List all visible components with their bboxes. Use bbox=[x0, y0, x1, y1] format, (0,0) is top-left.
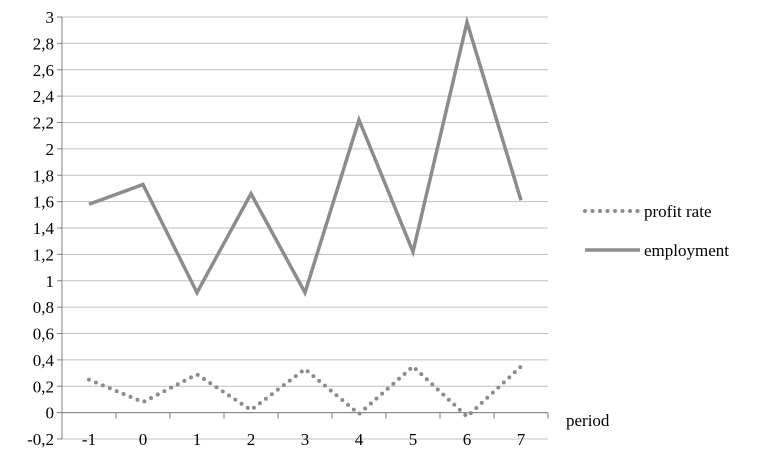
axes bbox=[57, 16, 549, 440]
y-tick-label: 1,8 bbox=[33, 166, 54, 185]
y-tick-label: 1,6 bbox=[33, 193, 54, 212]
x-axis-label: period bbox=[566, 411, 610, 430]
y-tick-label: -0,2 bbox=[27, 430, 54, 449]
x-tick-label: 2 bbox=[247, 430, 256, 449]
y-tick-label: 3 bbox=[46, 8, 55, 27]
x-tick-label: -1 bbox=[82, 430, 96, 449]
y-tick-label: 2 bbox=[46, 140, 55, 159]
x-tick-label: 7 bbox=[517, 430, 526, 449]
y-tick-label: 0,4 bbox=[33, 351, 55, 370]
x-tick-label: 0 bbox=[139, 430, 148, 449]
y-tick-label: 2,2 bbox=[33, 114, 54, 133]
y-tick-label: 2,4 bbox=[33, 87, 55, 106]
gridlines bbox=[62, 16, 548, 440]
y-tick-label: 1 bbox=[46, 272, 55, 291]
y-tick-label: 2,8 bbox=[33, 34, 54, 53]
legend-label: profit rate bbox=[644, 202, 712, 221]
y-tick-label: 0 bbox=[46, 404, 55, 423]
y-tick-label: 0,2 bbox=[33, 377, 54, 396]
legend: profit rate employment bbox=[583, 202, 729, 260]
x-tick-label: 5 bbox=[409, 430, 418, 449]
y-tick-label: 1,4 bbox=[33, 219, 55, 238]
x-tick-label: 3 bbox=[301, 430, 310, 449]
series-line-employment bbox=[88, 15, 523, 298]
y-tick-label: 1,2 bbox=[33, 245, 54, 264]
x-tick-label: 1 bbox=[193, 430, 202, 449]
legend-label: employment bbox=[644, 241, 729, 260]
series-line-profit-rate bbox=[87, 363, 523, 420]
x-tick-label: 4 bbox=[355, 430, 364, 449]
series-lines bbox=[87, 15, 523, 420]
x-tick-labels: -1 0 1 2 3 4 5 6 7 bbox=[82, 430, 526, 449]
y-tick-label: 0,6 bbox=[33, 325, 54, 344]
x-tick-label: 6 bbox=[463, 430, 472, 449]
y-tick-label: 2,6 bbox=[33, 61, 54, 80]
y-tick-label: 0,8 bbox=[33, 298, 54, 317]
y-tick-labels: -0,2 0 0,2 0,4 0,6 0,8 1 1,2 1,4 1,6 1,8 2 2,2 2,4 2,6… bbox=[27, 8, 54, 449]
